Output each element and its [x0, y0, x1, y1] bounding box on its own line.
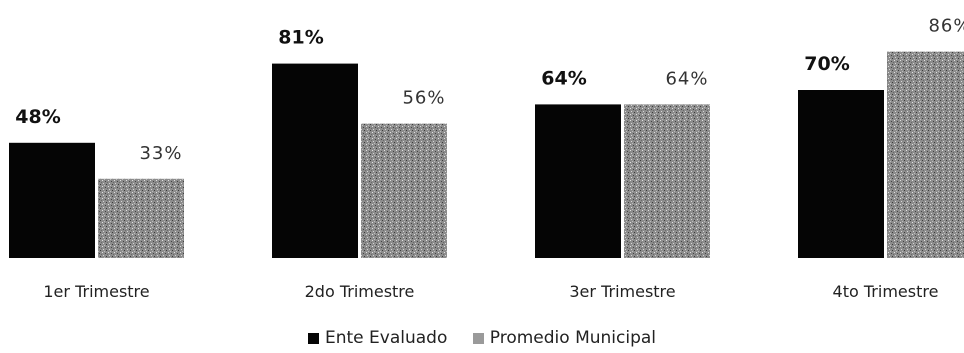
- legend-swatch-promedio-municipal: [472, 332, 484, 344]
- bar-ente-evaluado-1er-trimestre: [9, 142, 95, 258]
- data-label-promedio-municipal-4to-trimestre: 86%: [928, 16, 964, 37]
- bar-promedio-municipal-3er-trimestre: [624, 104, 710, 259]
- data-label-ente-evaluado-1er-trimestre: 48%: [15, 106, 60, 128]
- bar-ente-evaluado-4to-trimestre: [798, 90, 884, 258]
- category-label-1er-trimestre: 1er Trimestre: [43, 282, 149, 301]
- data-label-promedio-municipal-1er-trimestre: 33%: [139, 143, 182, 164]
- bar-promedio-municipal-1er-trimestre: [98, 178, 184, 258]
- legend: Ente Evaluado Promedio Municipal: [0, 328, 964, 349]
- legend-item-promedio-municipal: Promedio Municipal: [472, 328, 657, 348]
- category-label-3er-trimestre: 3er Trimestre: [569, 282, 675, 301]
- data-label-ente-evaluado-2do-trimestre: 81%: [278, 27, 323, 49]
- legend-item-ente-evaluado: Ente Evaluado: [307, 328, 448, 348]
- bar-promedio-municipal-2do-trimestre: [361, 123, 447, 258]
- category-label-2do-trimestre: 2do Trimestre: [305, 282, 415, 301]
- data-label-promedio-municipal-2do-trimestre: 56%: [402, 88, 445, 109]
- data-label-ente-evaluado-4to-trimestre: 70%: [804, 53, 849, 75]
- legend-swatch-ente-evaluado: [307, 332, 319, 344]
- labels-layer: 48% 33% 1er Trimestre 81% 56% 2do Trimestre 64…: [15, 16, 964, 301]
- bar-ente-evaluado-2do-trimestre: [272, 63, 358, 258]
- category-label-4to-trimestre: 4to Trimestre: [833, 282, 939, 301]
- bar-promedio-municipal-4to-trimestre: [887, 51, 964, 258]
- data-label-promedio-municipal-3er-trimestre: 64%: [665, 68, 708, 89]
- legend-label-ente-evaluado: Ente Evaluado: [324, 328, 448, 348]
- legend-label-promedio-municipal: Promedio Municipal: [489, 328, 657, 348]
- data-label-ente-evaluado-3er-trimestre: 64%: [541, 67, 586, 89]
- bars-layer: [9, 51, 964, 259]
- bar-ente-evaluado-3er-trimestre: [535, 104, 621, 259]
